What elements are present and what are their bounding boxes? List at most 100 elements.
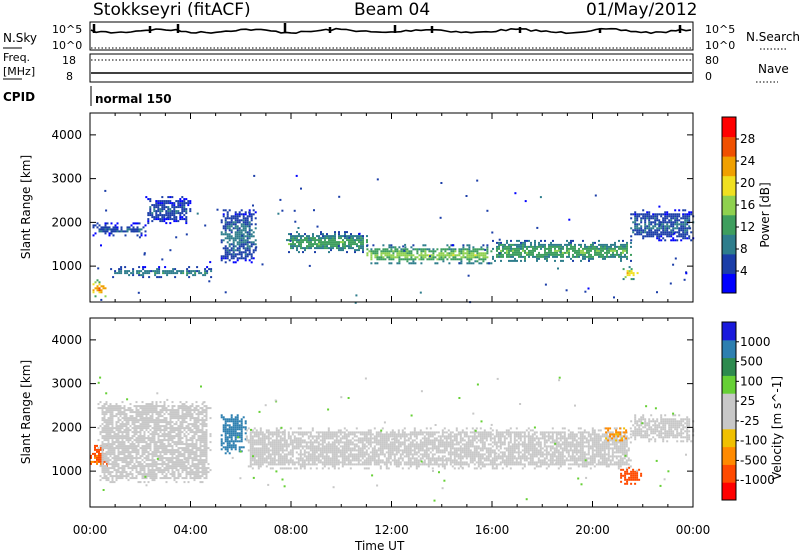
- scatter-cell: [169, 411, 172, 414]
- scatter-cell: [410, 246, 413, 249]
- scatter-cell: [428, 248, 431, 251]
- scatter-cell: [197, 473, 200, 476]
- scatter-cell: [127, 473, 130, 476]
- scatter-cell: [169, 477, 172, 480]
- scatter-cell: [127, 463, 130, 466]
- scatter-cell: [634, 217, 637, 220]
- scatter-cell: [155, 445, 158, 448]
- scatter-cell: [123, 465, 126, 468]
- scatter-cell: [153, 405, 156, 408]
- noise-cell: [100, 298, 103, 301]
- scatter-cell: [558, 243, 560, 246]
- scatter-cell: [333, 465, 336, 468]
- scatter-cell: [317, 453, 320, 456]
- scatter-cell: [157, 427, 160, 430]
- scatter-cell: [142, 276, 145, 279]
- scatter-cell: [149, 441, 152, 444]
- scatter-cell: [151, 477, 154, 480]
- scatter-cell: [250, 229, 253, 232]
- scatter-cell: [360, 241, 362, 244]
- scatter-cell: [142, 274, 145, 277]
- scatter-cell: [195, 457, 198, 460]
- scatter-cell: [438, 256, 441, 259]
- scatter-cell: [169, 425, 172, 428]
- scatter-cell: [238, 231, 241, 234]
- scatter-cell: [662, 233, 665, 236]
- scatter-cell: [686, 223, 689, 226]
- scatter-cell: [323, 441, 326, 444]
- scatter-cell: [620, 243, 622, 246]
- scatter-cell: [165, 447, 168, 450]
- scatter-cell: [371, 437, 374, 440]
- scatter-cell: [135, 431, 138, 434]
- scatter-cell: [582, 247, 584, 250]
- scatter-cell: [257, 435, 260, 438]
- scatter-cell: [362, 237, 364, 240]
- scatter-cell: [121, 431, 124, 434]
- scatter-cell: [103, 403, 106, 406]
- scatter-cell: [143, 437, 146, 440]
- scatter-cell: [373, 463, 376, 466]
- scatter-cell: [133, 465, 136, 468]
- scatter-cell: [159, 447, 162, 450]
- scatter-cell: [308, 245, 310, 248]
- scatter-cell: [440, 254, 443, 257]
- scatter-cell: [155, 431, 158, 434]
- scatter-cell: [341, 435, 344, 438]
- scatter-cell: [240, 426, 243, 429]
- scatter-cell: [141, 467, 144, 470]
- scatter-cell: [96, 222, 99, 225]
- scatter-cell: [123, 423, 126, 426]
- scatter-cell: [147, 403, 150, 406]
- scatter-cell: [658, 235, 661, 238]
- scatter-cell: [678, 223, 681, 226]
- scatter-cell: [117, 441, 120, 444]
- scatter-cell: [574, 251, 576, 254]
- scatter-cell: [234, 235, 237, 238]
- scatter-cell: [273, 449, 276, 452]
- scatter-cell: [388, 246, 391, 249]
- scatter-cell: [116, 226, 119, 229]
- scatter-cell: [349, 463, 352, 466]
- scatter-cell: [349, 461, 352, 464]
- scatter-cell: [224, 422, 227, 425]
- scatter-cell: [460, 258, 463, 261]
- scatter-cell: [177, 459, 180, 462]
- scatter-cell: [298, 241, 300, 244]
- scatter-cell: [464, 256, 467, 259]
- scatter-cell: [174, 272, 177, 275]
- scatter-cell: [654, 217, 657, 220]
- scatter-cell: [277, 431, 280, 434]
- scatter-cell: [376, 252, 379, 255]
- scatter-cell: [538, 255, 540, 258]
- scatter-cell: [99, 425, 102, 428]
- scatter-cell: [175, 423, 178, 426]
- scatter-cell: [161, 196, 164, 199]
- scatter-cell: [234, 219, 237, 222]
- scatter-cell: [287, 431, 290, 434]
- scatter-cell: [179, 417, 182, 420]
- scatter-cell: [353, 443, 356, 446]
- scatter-cell: [325, 459, 328, 462]
- scatter-cell: [123, 475, 126, 478]
- scatter-cell: [662, 219, 665, 222]
- scatter-cell: [313, 441, 316, 444]
- scatter-cell: [323, 455, 326, 458]
- scatter-cell: [686, 227, 689, 230]
- scatter-cell: [149, 443, 152, 446]
- scatter-cell: [135, 409, 138, 412]
- scatter-cell: [149, 469, 152, 472]
- scatter-cell: [230, 434, 233, 437]
- scatter-cell: [293, 439, 296, 442]
- scatter-cell: [139, 437, 142, 440]
- scatter-cell: [157, 413, 160, 416]
- scatter-cell: [109, 443, 112, 446]
- scatter-cell: [103, 411, 106, 414]
- scatter-cell: [177, 210, 180, 213]
- scatter-cell: [129, 471, 132, 474]
- scatter-cell: [165, 200, 168, 203]
- noise-cell: [261, 263, 264, 266]
- noise-cell: [659, 223, 662, 226]
- scatter-cell: [275, 441, 278, 444]
- scatter-cell: [189, 423, 192, 426]
